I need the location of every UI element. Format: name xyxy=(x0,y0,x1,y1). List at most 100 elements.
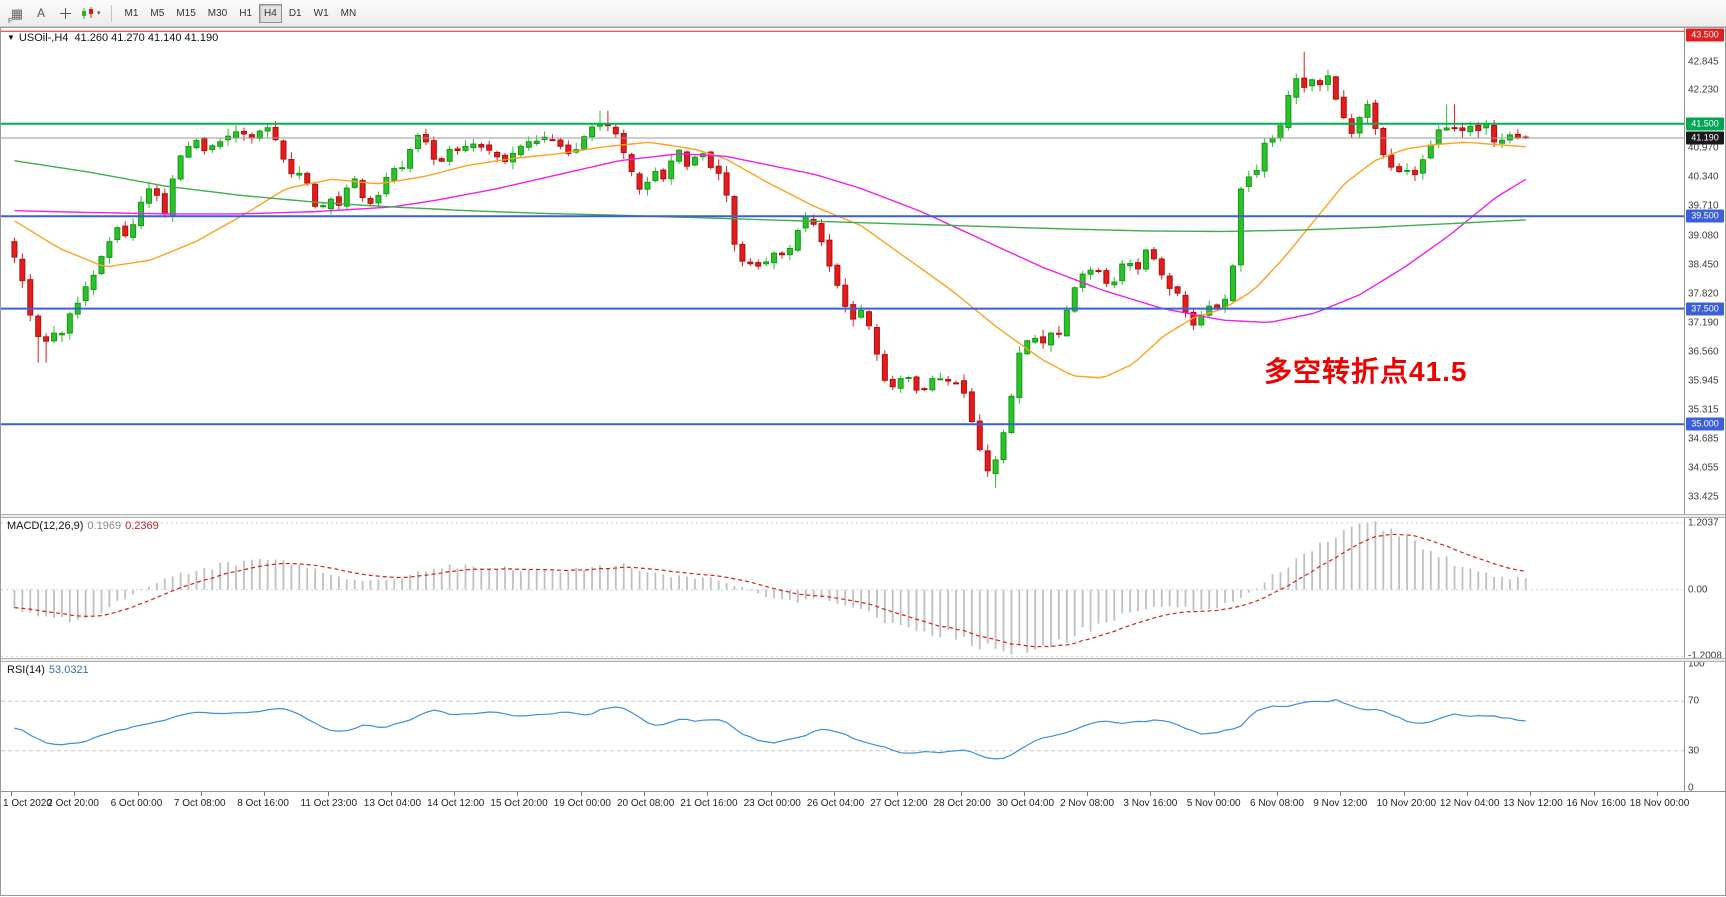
macd-signal-value: 0.2369 xyxy=(125,520,159,532)
rsi-axis-label: 70 xyxy=(1688,695,1700,707)
chart-canvas[interactable] xyxy=(1,28,1684,791)
time-tick xyxy=(833,792,835,796)
candlestick-chart-icon xyxy=(82,6,93,19)
macd-name: MACD(12,26,9) xyxy=(7,520,84,532)
price-level-badge: 41.500 xyxy=(1686,117,1724,131)
time-label: 18 Nov 00:00 xyxy=(1629,798,1690,809)
rsi-axis-label: 100 xyxy=(1688,658,1705,670)
chevron-down-icon: ▾ xyxy=(97,10,101,17)
time-axis[interactable]: 1 Oct 2020 2 Oct 20:00 6 Oct 00:00 7 Oct 08… xyxy=(1,791,1725,814)
time-label: 1 Oct 2020 xyxy=(3,798,52,809)
time-label: 15 Oct 20:00 xyxy=(490,798,548,809)
symbol-timeframe-label: USOil-,H4 xyxy=(18,32,69,44)
cursor-tool-button[interactable]: A xyxy=(29,3,53,24)
crosshair-icon xyxy=(58,6,72,20)
price-tick: 34.055 xyxy=(1688,462,1719,474)
rsi-name: RSI(14) xyxy=(7,664,45,676)
price-tick: 33.425 xyxy=(1688,491,1719,503)
time-tick xyxy=(1150,792,1152,796)
time-label: 14 Oct 12:00 xyxy=(427,798,485,809)
timeframe-M30[interactable]: M30 xyxy=(203,4,232,23)
rsi-axis-label: 30 xyxy=(1688,745,1700,757)
macd-axis-label: -1.2008 xyxy=(1688,650,1722,662)
time-tick xyxy=(580,792,582,796)
time-tick xyxy=(1403,792,1405,796)
price-tick: 35.315 xyxy=(1688,404,1719,416)
price-axis[interactable]: 42.845 42.230 40.970 40.340 39.710 39.080 38.4… xyxy=(1684,28,1725,794)
top-toolbar: ▦ F A ▾ M1 M5 M15 M30 H1 H4 D1 W1 MN xyxy=(0,0,1726,27)
time-tick xyxy=(1530,792,1532,796)
timeframe-M5[interactable]: M5 xyxy=(145,4,169,23)
time-tick xyxy=(264,792,266,796)
price-tick: 39.710 xyxy=(1688,200,1719,212)
time-label: 30 Oct 04:00 xyxy=(996,798,1055,809)
time-tick xyxy=(707,792,709,796)
time-label: 6 Nov 08:00 xyxy=(1250,798,1304,809)
price-level-badge: 41.190 xyxy=(1686,131,1724,145)
time-tick xyxy=(897,792,899,796)
time-tick xyxy=(11,792,12,796)
time-label: 19 Oct 00:00 xyxy=(553,798,611,809)
time-label: 13 Oct 04:00 xyxy=(363,798,422,809)
price-tick: 34.685 xyxy=(1688,433,1719,445)
time-tick xyxy=(1213,792,1215,796)
time-label: 3 Nov 16:00 xyxy=(1123,798,1178,809)
time-label: 9 Nov 12:00 xyxy=(1313,798,1368,809)
time-tick xyxy=(1023,792,1025,796)
price-tick: 39.080 xyxy=(1688,230,1719,242)
timeframe-H4[interactable]: H4 xyxy=(259,3,282,23)
timeframe-MN[interactable]: MN xyxy=(336,4,362,23)
timeframe-M15[interactable]: M15 xyxy=(171,4,200,23)
cursor-a-icon: A xyxy=(36,6,45,20)
time-tick xyxy=(390,792,392,796)
time-tick xyxy=(1466,792,1468,796)
time-tick xyxy=(1087,792,1089,796)
price-tick: 42.230 xyxy=(1688,84,1719,96)
time-label: 11 Oct 23:00 xyxy=(300,798,358,809)
price-tick: 37.190 xyxy=(1688,317,1719,329)
time-tick xyxy=(1593,792,1595,796)
time-tick xyxy=(1656,792,1658,796)
tiles-button[interactable]: ▦ F xyxy=(5,3,29,25)
crosshair-tool-button[interactable] xyxy=(53,3,77,24)
time-label: 2 Oct 20:00 xyxy=(47,798,99,809)
time-label: 7 Oct 08:00 xyxy=(173,798,226,809)
price-level-badge: 35.000 xyxy=(1686,417,1724,431)
chart-type-button[interactable]: ▾ xyxy=(77,3,104,24)
pane-splitter-macd[interactable] xyxy=(1,514,1725,518)
time-tick xyxy=(137,792,139,796)
time-label: 20 Oct 08:00 xyxy=(617,798,675,809)
time-label: 28 Oct 20:00 xyxy=(933,798,991,809)
timeframe-W1[interactable]: W1 xyxy=(309,4,334,23)
time-tick xyxy=(74,792,76,796)
price-level-badge: 39.500 xyxy=(1686,209,1724,223)
tiles-icon: ▦ xyxy=(10,5,24,21)
pane-splitter-rsi[interactable] xyxy=(1,658,1725,662)
time-tick xyxy=(517,792,519,796)
time-label: 2 Nov 08:00 xyxy=(1060,798,1115,809)
time-tick xyxy=(1277,792,1278,796)
timeframe-toolbar: M1 M5 M15 M30 H1 H4 D1 W1 MN xyxy=(119,3,363,23)
time-label: 23 Oct 00:00 xyxy=(743,798,801,809)
timeframe-H1[interactable]: H1 xyxy=(234,4,257,23)
price-level-badge: 43.500 xyxy=(1686,28,1724,42)
time-label: 6 Oct 00:00 xyxy=(110,798,163,809)
timeframe-M1[interactable]: M1 xyxy=(120,4,144,23)
time-label: 26 Oct 04:00 xyxy=(806,798,865,809)
rsi-indicator-label: RSI(14) 53.0321 xyxy=(7,664,89,676)
price-tick: 38.450 xyxy=(1688,259,1719,271)
time-tick xyxy=(960,792,962,796)
timeframe-D1[interactable]: D1 xyxy=(284,4,307,23)
time-tick xyxy=(1340,792,1342,796)
symbol-dropdown-icon[interactable]: ▼ xyxy=(7,33,15,42)
ohlc-values: 41.260 41.270 41.140 41.190 xyxy=(74,32,219,44)
time-label: 12 Nov 04:00 xyxy=(1439,798,1500,809)
rsi-value: 53.0321 xyxy=(48,664,89,676)
price-tick: 42.845 xyxy=(1688,56,1719,68)
time-tick xyxy=(454,792,456,796)
time-label: 27 Oct 12:00 xyxy=(870,798,928,809)
time-tick xyxy=(200,792,202,796)
price-tick: 40.970 xyxy=(1688,142,1719,154)
time-label: 8 Oct 16:00 xyxy=(237,798,289,809)
price-tick: 40.340 xyxy=(1688,171,1719,183)
